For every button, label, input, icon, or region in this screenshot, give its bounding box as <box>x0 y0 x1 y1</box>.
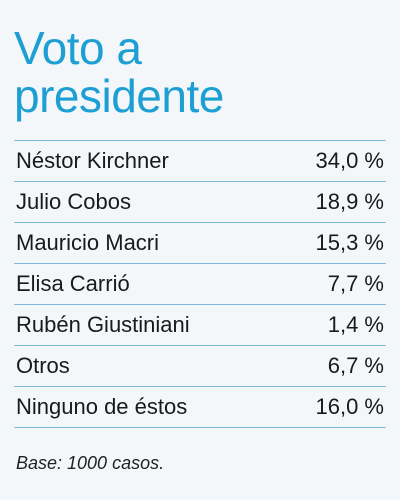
candidate-name: Otros <box>16 353 70 378</box>
table-row: Rubén Giustiniani 1,4 % <box>14 305 386 346</box>
table-row: Elisa Carrió 7,7 % <box>14 264 386 305</box>
vote-share: 16,0 % <box>315 394 385 419</box>
vote-share: 34,0 % <box>315 148 385 173</box>
table-row: Otros 6,7 % <box>14 346 386 387</box>
vote-share: 18,9 % <box>315 189 385 214</box>
vote-share: 7,7 % <box>327 271 384 296</box>
candidate-name: Ninguno de éstos <box>16 394 188 419</box>
candidate-name: Mauricio Macri <box>16 230 160 255</box>
title-line: presidente <box>14 70 224 122</box>
table-row: Néstor Kirchner 34,0 % <box>14 141 386 182</box>
vote-share: 15,3 % <box>315 230 385 255</box>
candidate-name: Rubén Giustiniani <box>16 312 190 337</box>
vote-share: 1,4 % <box>327 312 384 337</box>
candidate-name: Julio Cobos <box>16 189 131 214</box>
table-row: Ninguno de éstos 16,0 % <box>14 387 386 428</box>
title-line: Voto a <box>14 22 142 74</box>
table-row: Mauricio Macri 15,3 % <box>14 223 386 264</box>
candidate-name: Elisa Carrió <box>16 271 130 296</box>
footnote: Base: 1000 casos. <box>16 453 165 473</box>
candidate-name: Néstor Kirchner <box>16 148 169 173</box>
vote-share: 6,7 % <box>327 353 384 378</box>
results-table: Néstor Kirchner 34,0 % Julio Cobos 18,9 % Ma… <box>14 140 386 428</box>
table-row: Julio Cobos 18,9 % <box>14 182 386 223</box>
